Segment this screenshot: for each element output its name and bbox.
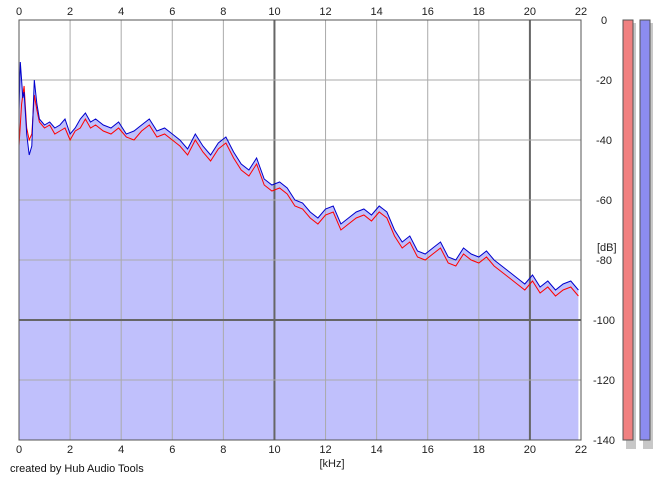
x-tick-label: 0 [16,444,22,456]
y-axis-label: [dB] [597,242,617,254]
x-tick-label: 22 [575,6,587,18]
grid-lines [19,20,581,440]
x-tick-label: 2 [67,6,73,18]
x-tick-label: 22 [575,444,587,456]
x-tick-labels-top: 0 2 4 6 8 10 12 14 16 18 20 22 [16,6,587,18]
y-tick-label: -60 [596,195,612,207]
x-tick-label: 20 [524,444,536,456]
x-tick-label: 8 [220,6,226,18]
right-channel-line [18,61,579,291]
x-tick-label: 12 [319,444,331,456]
x-tick-label: 4 [118,6,124,18]
x-tick-label: 18 [473,6,485,18]
y-tick-label: -20 [596,75,612,87]
x-tick-label: 14 [371,444,383,456]
x-tick-label: 10 [268,444,280,456]
x-tick-label: 6 [169,6,175,18]
x-axis-label: [kHz] [319,458,344,470]
y-tick-label: -80 [596,255,612,267]
y-tick-label: -140 [593,435,615,447]
y-tick-label: -120 [593,375,615,387]
x-tick-label: 10 [268,6,280,18]
meter-left [622,19,634,441]
x-tick-label: 16 [422,6,434,18]
left-channel-line [18,85,579,297]
y-tick-label: 0 [601,15,607,27]
x-tick-label: 2 [67,444,73,456]
y-tick-label: -40 [596,135,612,147]
x-tick-label: 4 [118,444,124,456]
credit-text: created by Hub Audio Tools [10,463,144,475]
x-tick-label: 16 [422,444,434,456]
x-tick-label: 18 [473,444,485,456]
spectrum-fill [19,62,579,440]
x-tick-labels-bottom: 0 2 4 6 8 10 12 14 16 18 20 22 [16,444,587,456]
x-tick-label: 20 [524,6,536,18]
y-tick-label: -100 [593,315,615,327]
plot-border [18,19,582,441]
x-tick-label: 8 [220,444,226,456]
x-tick-label: 0 [16,6,22,18]
x-tick-label: 6 [169,444,175,456]
x-tick-label: 14 [371,6,383,18]
x-tick-label: 12 [319,6,331,18]
y-tick-labels: 0 -20 -40 -60 -80 -100 -120 -140 [593,15,615,447]
meter-right [639,19,651,441]
